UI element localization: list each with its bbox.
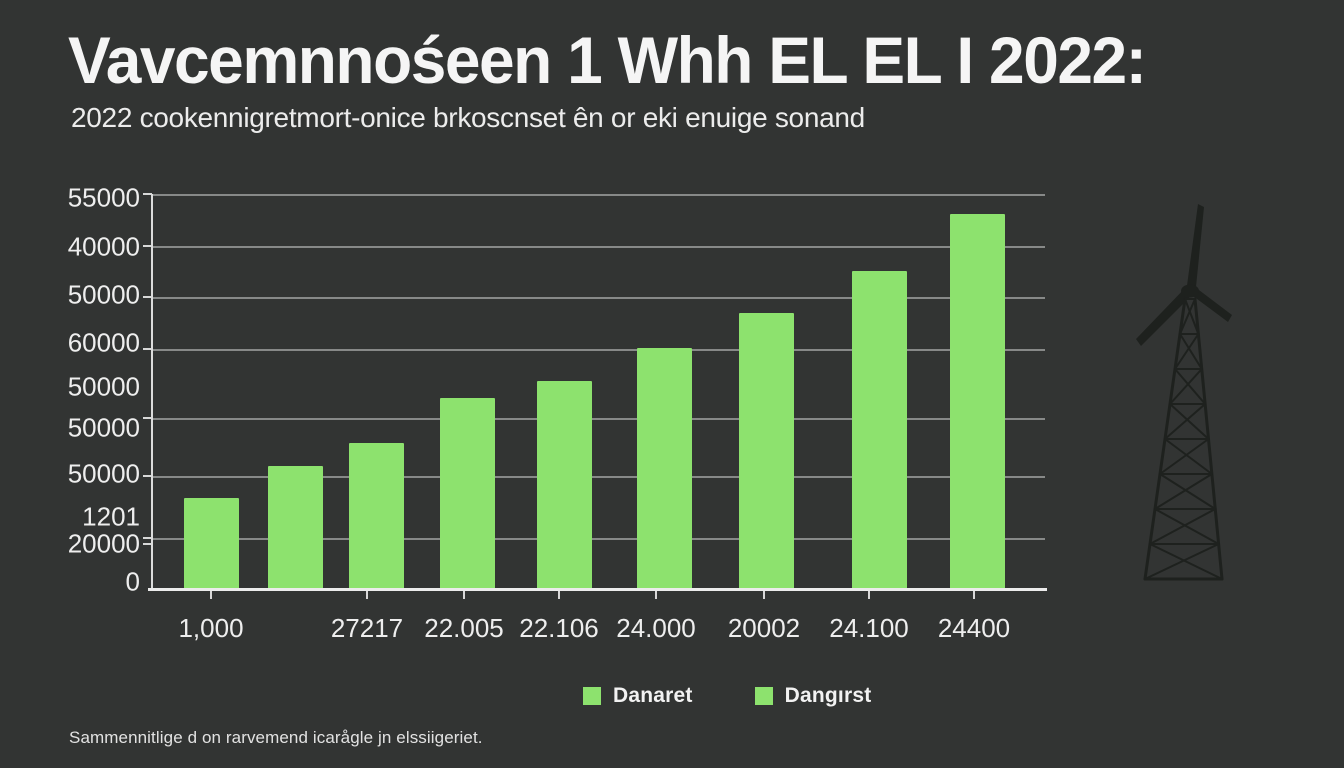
y-axis-line [151,194,153,591]
gridline [152,194,1045,196]
gridline [152,538,1045,540]
gridline [152,476,1045,478]
bar [348,443,404,590]
legend-item: Danaret [583,684,693,708]
y-axis-tick-label: 55000 [67,182,140,213]
y-axis-tick [143,296,152,298]
y-axis-tick [143,193,152,195]
legend-swatch-icon [754,687,773,705]
x-axis-tick-label: 22.106 [519,613,599,643]
bar [636,348,692,590]
chart-subtitle: 2022 cookennigretmort-onice brkoscnset ê… [71,102,865,133]
x-axis-tick [868,590,870,599]
x-axis-tick [463,590,465,599]
bar [738,313,794,590]
gridline [152,297,1045,299]
y-axis-tick-label: 0 [125,566,140,597]
x-axis-tick [763,590,765,599]
bar [536,381,592,590]
wind-turbine-icon [1136,204,1232,581]
y-axis-tick-label: 50000 [67,412,140,443]
bar [183,498,239,590]
bar [851,271,907,590]
y-axis-tick-label: 60000 [67,327,140,358]
bar [439,398,495,590]
gridline [152,246,1045,248]
x-axis-tick [210,590,212,599]
x-axis-line [148,588,1047,591]
x-axis-tick-label: 27217 [330,613,404,643]
x-axis-tick-label: 24.100 [829,613,909,643]
chart-title: Vavcemnnośeen 1 Whh EL EL I 2022: [68,23,1147,97]
y-axis-tick-label: 40000 [67,231,140,262]
chart-legend: Danaret Dangırst [583,684,871,708]
x-axis-tick-label: 24400 [937,613,1011,643]
y-axis-tick [143,348,152,350]
y-axis-tick-label: 20000 [67,528,140,559]
y-axis-tick [143,543,152,545]
bar [267,466,323,590]
legend-item: Dangırst [754,684,872,708]
gridline [152,349,1045,351]
bar [949,214,1005,590]
y-axis-tick [143,245,152,247]
y-axis-tick-label: 50000 [67,279,140,310]
x-axis-tick [558,590,560,599]
y-axis-tick [143,417,152,419]
x-axis-tick [655,590,657,599]
y-axis-tick-label: 1201 [82,501,140,532]
legend-label: Dangırst [784,684,872,707]
gridline [152,418,1045,420]
legend-label: Danaret [613,684,693,707]
x-axis-tick [366,590,368,599]
x-axis-tick-label: 20002 [727,613,801,643]
x-axis-tick-label: 22.005 [424,613,504,643]
legend-swatch-icon [583,687,601,705]
y-axis-tick-label: 50000 [67,371,140,402]
x-axis-tick [973,590,975,599]
y-axis-tick [143,475,152,477]
y-axis-tick-label: 50000 [67,458,140,489]
y-axis-tick [143,537,152,539]
bar-chart-plot-area [152,194,1045,590]
footer-caption: Sammennitlige d on rarvemend icarågle jn… [69,728,483,747]
x-axis-tick-label: 1,000 [178,613,244,643]
x-axis-tick-label: 24.000 [616,613,696,643]
